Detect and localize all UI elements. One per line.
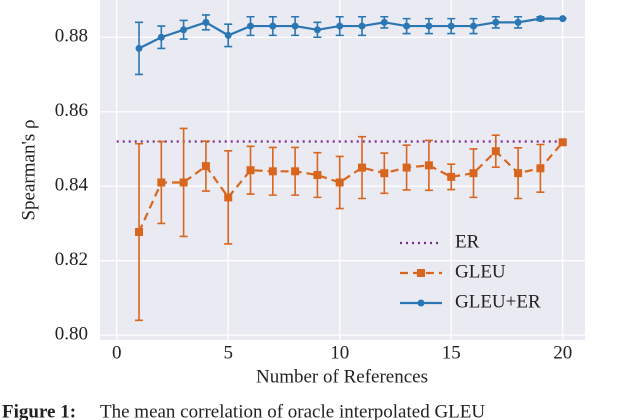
marker: [402, 163, 411, 172]
y-tick-label: 0.88: [55, 26, 88, 47]
marker: [403, 22, 411, 30]
marker: [447, 22, 455, 30]
marker: [291, 22, 299, 30]
marker: [135, 228, 144, 237]
legend-marker: [417, 269, 425, 277]
marker: [491, 147, 500, 156]
y-tick-label: 0.86: [55, 100, 88, 121]
marker: [157, 178, 166, 187]
marker: [246, 166, 255, 175]
marker: [224, 31, 232, 39]
marker: [424, 161, 433, 170]
marker: [268, 167, 277, 176]
marker: [135, 44, 143, 52]
y-axis-label: Spearman's ρ: [18, 119, 39, 220]
caption-text: The mean correlation of oracle interpola…: [100, 401, 485, 420]
x-tick-label: 20: [553, 342, 572, 363]
marker: [558, 138, 567, 147]
x-tick-label: 5: [223, 342, 233, 363]
marker: [380, 169, 389, 178]
y-tick-label: 0.82: [55, 249, 88, 270]
x-tick-label: 15: [442, 342, 461, 363]
marker: [313, 171, 322, 180]
marker: [201, 162, 210, 171]
y-tick-label: 0.80: [55, 324, 88, 345]
marker: [336, 22, 344, 30]
x-tick-label: 10: [330, 342, 349, 363]
marker: [380, 18, 388, 26]
marker: [536, 164, 545, 173]
y-tick-label: 0.84: [55, 175, 89, 196]
marker: [447, 172, 456, 181]
legend-label: GLEU+ER: [455, 291, 541, 312]
marker: [492, 18, 500, 26]
legend-label: GLEU: [455, 261, 506, 282]
legend-marker: [417, 299, 425, 307]
marker: [291, 167, 300, 176]
legend-label: ER: [455, 231, 480, 252]
marker: [179, 178, 188, 187]
series-line: [138, 141, 564, 233]
marker: [470, 22, 478, 30]
x-axis-label: Number of References: [256, 366, 428, 387]
marker: [180, 26, 188, 34]
caption-label: Figure 1:: [2, 401, 76, 420]
marker: [469, 169, 478, 178]
series-line: [138, 17, 563, 50]
marker: [425, 22, 433, 30]
x-tick-label: 0: [112, 342, 122, 363]
marker: [224, 193, 233, 202]
marker: [559, 15, 567, 23]
marker: [269, 22, 277, 30]
marker: [536, 15, 544, 23]
marker: [358, 163, 367, 172]
marker: [514, 169, 523, 178]
plot-area: [100, 0, 585, 340]
marker: [358, 22, 366, 30]
marker: [157, 33, 165, 41]
marker: [202, 18, 210, 26]
marker: [247, 22, 255, 30]
marker: [313, 26, 321, 34]
marker: [514, 18, 522, 26]
marker: [335, 178, 344, 187]
